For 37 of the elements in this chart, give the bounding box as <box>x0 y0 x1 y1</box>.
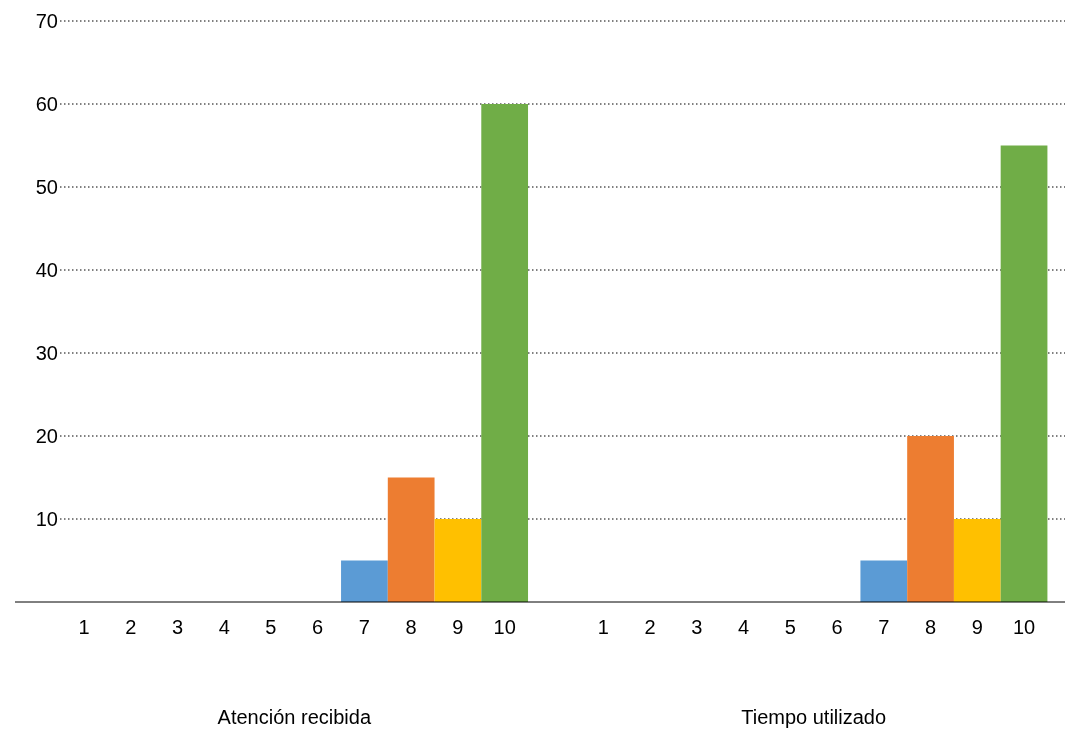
y-tick-label: 50 <box>35 176 58 198</box>
series-label: 8 <box>405 616 417 638</box>
text: 4 <box>738 616 750 638</box>
y-tick-label: 60 <box>35 93 58 115</box>
text: 6 <box>831 616 843 638</box>
y-tick-label: 70 <box>35 10 58 32</box>
series-label: 7 <box>358 616 370 638</box>
x-tick-label: Tiempo utilizado <box>741 706 887 728</box>
bar <box>860 560 908 602</box>
y-tick-label: 10 <box>35 508 58 530</box>
series-label: 10 <box>493 616 516 638</box>
text: 9 <box>971 616 983 638</box>
bar <box>341 560 388 602</box>
text: 5 <box>784 616 796 638</box>
text: 3 <box>171 616 184 638</box>
y-tick-label: 30 <box>35 342 58 364</box>
text: 6 <box>312 616 324 638</box>
bar <box>387 477 435 602</box>
text: 5 <box>265 616 277 638</box>
text: 4 <box>218 616 230 638</box>
y-tick-label: 20 <box>35 425 58 447</box>
text: 2 <box>125 616 137 638</box>
text: 2 <box>644 616 656 638</box>
text: 1 <box>597 616 609 638</box>
text: 7 <box>878 616 890 638</box>
series-label: 9 <box>452 616 464 638</box>
x-tick-label: Atención recibida <box>217 706 372 728</box>
bar <box>953 519 1001 602</box>
text: 1 <box>78 616 90 638</box>
bar <box>481 104 529 602</box>
text: 10 <box>1012 616 1036 638</box>
bar <box>1000 145 1048 602</box>
bar <box>907 436 954 602</box>
bar <box>434 519 482 602</box>
text: 3 <box>691 616 703 638</box>
y-tick-label: 40 <box>35 259 58 281</box>
text: 8 <box>924 616 937 638</box>
